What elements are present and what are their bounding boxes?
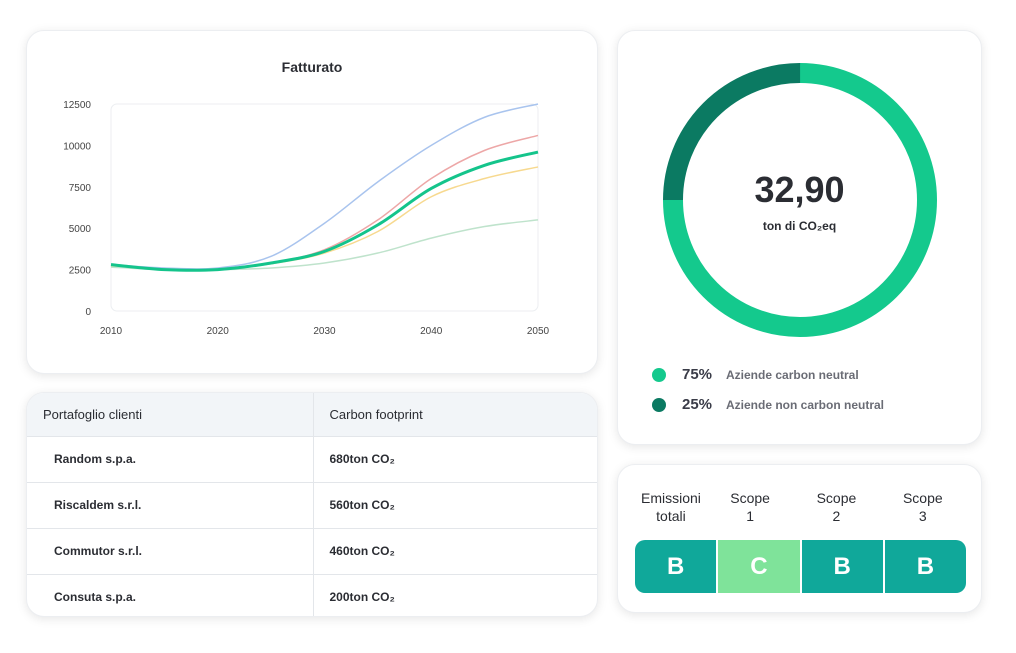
series-line-lightgreen [110,219,539,271]
plot-area [110,103,539,312]
legend-dot [652,367,666,382]
table-row[interactable]: Commutor s.r.l. 460ton CO₂ [27,528,597,575]
series-line-yellow [110,166,539,271]
series-line-blue [110,103,539,270]
total-emissions-value: 32,90 [754,169,845,210]
table-row[interactable]: Consuta s.p.a. 200ton CO₂ [27,574,597,616]
y-tick-label: 2500 [69,266,92,277]
footprint-value: 680ton CO₂ [313,436,597,483]
rating-scope-1: C [718,540,802,593]
legend-item-carbon-neutral: 75% Aziende carbon neutral [652,366,859,383]
legend-dot [652,397,666,412]
donut-chart [663,63,937,337]
legend-label: Aziende carbon neutral [726,367,859,382]
scope-rating-bar: B C B B [635,540,966,593]
legend-item-non-carbon-neutral: 25% Aziende non carbon neutral [652,396,884,413]
table-row[interactable]: Riscaldem s.r.l. 560ton CO₂ [27,482,597,529]
revenue-chart-card: Fatturato 0 2500 5000 7500 10000 12500 2010 202… [26,30,598,374]
line-chart: 0 2500 5000 7500 10000 12500 2010 2020 2030 2040 2… [63,100,550,337]
legend-percent: 75% [682,366,713,383]
scope-label: Scope 3 [902,490,943,524]
chart-title: Fatturato [281,59,343,75]
legend-percent: 25% [682,396,713,413]
header-portfolio: Portafoglio clienti [27,393,314,437]
x-tick-label: 2010 [100,326,123,337]
client-portfolio-table-card: Portafoglio clienti Carbon footprint Ran… [26,392,598,617]
client-table: Portafoglio clienti Carbon footprint Ran… [27,393,597,616]
scope-label: Emissioni totali [641,490,701,524]
y-tick-label: 0 [85,307,91,318]
total-emissions-unit: ton di CO₂eq [762,219,837,233]
client-name: Random s.p.a. [27,436,314,483]
footprint-value: 200ton CO₂ [329,590,395,605]
scope-label: Scope 1 [730,490,770,524]
y-tick-label: 5000 [69,224,92,235]
y-tick-label: 12500 [63,100,91,111]
x-tick-label: 2050 [527,326,550,337]
series-line-main [110,150,539,272]
footprint-value: 460ton CO₂ [313,528,597,575]
x-tick-label: 2030 [313,326,336,337]
table-row[interactable]: Random s.p.a. 680ton CO₂ [27,436,597,483]
donut-segment-non-carbon-neutral [663,63,937,337]
client-name: Consuta s.p.a. [27,574,314,616]
client-name: Commutor s.r.l. [27,528,314,575]
header-carbon-footprint: Carbon footprint [313,393,597,437]
rating-scope-3: B [884,540,966,593]
emissions-donut-card: 32,90 ton di CO₂eq 75% Aziende carbon ne… [617,30,982,445]
y-tick-label: 10000 [63,141,91,152]
legend-label: Aziende non carbon neutral [726,397,885,412]
footprint-value: 560ton CO₂ [313,482,597,529]
rating-total: B [635,540,719,593]
y-tick-label: 7500 [69,183,92,194]
client-name: Riscaldem s.r.l. [27,482,314,529]
scope-label: Scope 2 [816,490,857,524]
scope-ratings-card: Emissioni totali Scope 1 Scope 2 Scope 3… [617,464,982,613]
x-tick-label: 2040 [420,326,443,337]
rating-scope-2: B [801,540,885,593]
x-tick-label: 2020 [207,326,230,337]
